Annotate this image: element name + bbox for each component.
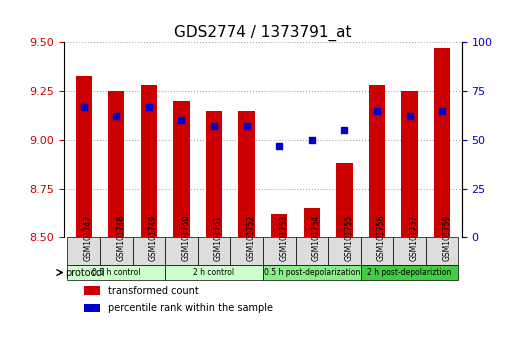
FancyBboxPatch shape bbox=[67, 265, 165, 280]
Bar bbox=[434, 48, 450, 237]
FancyBboxPatch shape bbox=[132, 237, 165, 265]
Point bbox=[405, 114, 413, 119]
Text: GSM101752: GSM101752 bbox=[247, 215, 255, 261]
Text: protocol: protocol bbox=[65, 268, 105, 278]
Text: GSM101755: GSM101755 bbox=[344, 215, 353, 261]
Bar bbox=[239, 110, 255, 237]
FancyBboxPatch shape bbox=[165, 237, 198, 265]
Bar bbox=[108, 91, 125, 237]
FancyBboxPatch shape bbox=[393, 237, 426, 265]
Text: 0.5 h control: 0.5 h control bbox=[92, 268, 141, 277]
Bar bbox=[141, 85, 157, 237]
FancyBboxPatch shape bbox=[230, 237, 263, 265]
Bar bbox=[206, 110, 222, 237]
Bar bbox=[173, 101, 190, 237]
Text: percentile rank within the sample: percentile rank within the sample bbox=[108, 303, 273, 313]
FancyBboxPatch shape bbox=[263, 237, 295, 265]
FancyBboxPatch shape bbox=[295, 237, 328, 265]
Text: GSM101759: GSM101759 bbox=[442, 215, 451, 261]
Bar bbox=[84, 286, 100, 295]
Text: GSM101753: GSM101753 bbox=[279, 215, 288, 261]
FancyBboxPatch shape bbox=[328, 237, 361, 265]
Bar bbox=[401, 91, 418, 237]
Bar bbox=[271, 214, 287, 237]
Text: GSM101749: GSM101749 bbox=[149, 215, 158, 261]
FancyBboxPatch shape bbox=[100, 237, 132, 265]
Bar bbox=[369, 85, 385, 237]
Text: 2 h post-depolariztion: 2 h post-depolariztion bbox=[367, 268, 451, 277]
FancyBboxPatch shape bbox=[67, 237, 100, 265]
Text: GSM101756: GSM101756 bbox=[377, 215, 386, 261]
Text: 0.5 h post-depolarization: 0.5 h post-depolarization bbox=[264, 268, 360, 277]
Bar bbox=[336, 163, 352, 237]
FancyBboxPatch shape bbox=[165, 265, 263, 280]
Text: GSM101751: GSM101751 bbox=[214, 215, 223, 261]
Point bbox=[210, 124, 218, 129]
Point bbox=[145, 104, 153, 110]
Title: GDS2774 / 1373791_at: GDS2774 / 1373791_at bbox=[174, 25, 352, 41]
Text: 2 h control: 2 h control bbox=[193, 268, 234, 277]
Point bbox=[308, 137, 316, 143]
FancyBboxPatch shape bbox=[426, 237, 459, 265]
FancyBboxPatch shape bbox=[361, 237, 393, 265]
Point bbox=[340, 127, 348, 133]
Bar bbox=[84, 304, 100, 312]
FancyBboxPatch shape bbox=[198, 237, 230, 265]
Point bbox=[80, 104, 88, 110]
Text: GSM101747: GSM101747 bbox=[84, 215, 93, 261]
Text: GSM101757: GSM101757 bbox=[409, 215, 419, 261]
Point bbox=[243, 124, 251, 129]
Text: GSM101750: GSM101750 bbox=[182, 215, 190, 261]
Point bbox=[438, 108, 446, 113]
Point bbox=[177, 118, 186, 123]
Text: GSM101748: GSM101748 bbox=[116, 215, 125, 261]
Point bbox=[275, 143, 283, 148]
FancyBboxPatch shape bbox=[361, 265, 459, 280]
Bar bbox=[75, 76, 92, 237]
Text: GSM101754: GSM101754 bbox=[312, 215, 321, 261]
Bar bbox=[304, 208, 320, 237]
Point bbox=[373, 108, 381, 113]
Point bbox=[112, 114, 121, 119]
FancyBboxPatch shape bbox=[263, 265, 361, 280]
Text: transformed count: transformed count bbox=[108, 286, 199, 296]
